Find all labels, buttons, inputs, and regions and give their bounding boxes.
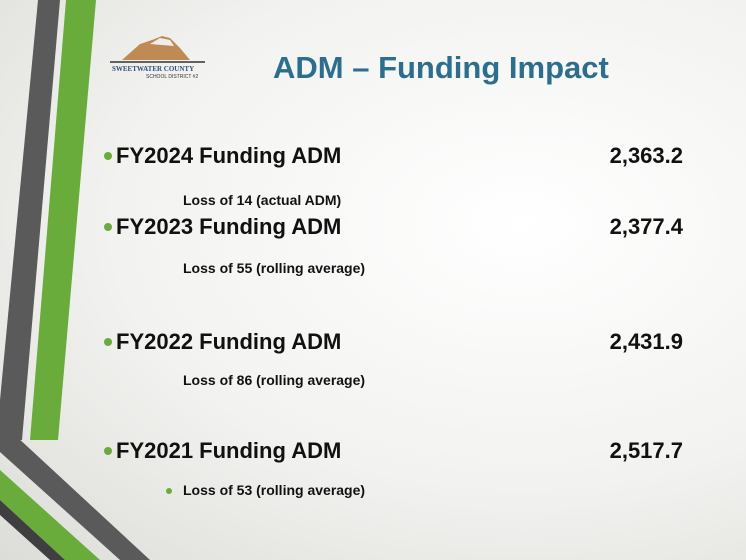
item-note: Loss of 14 (actual ADM) (183, 192, 342, 208)
item-note: Loss of 86 (rolling average) (183, 372, 366, 388)
logo-subname: SCHOOL DISTRICT #2 (146, 74, 199, 80)
item-value: 2,517.7 (609, 438, 683, 463)
item-label: FY2022 Funding ADM (116, 329, 342, 354)
logo-name: SWEETWATER COUNTY (112, 65, 195, 73)
stripe-gray-bottom (0, 500, 65, 560)
item-value: 2,363.2 (609, 143, 683, 168)
item-value: 2,377.4 (609, 214, 683, 239)
item-value: 2,431.9 (609, 329, 683, 354)
bullet (104, 338, 112, 346)
stripe-green (30, 0, 96, 440)
bullet (104, 223, 112, 231)
stripe-dark-bottom (0, 436, 150, 560)
item-note: Loss of 53 (rolling average) (183, 482, 366, 498)
item-label: FY2023 Funding ADM (116, 214, 342, 239)
logo-snow (150, 38, 174, 46)
logo-mountain (122, 36, 190, 60)
stripe-green-bottom (0, 470, 100, 560)
item-note: Loss of 55 (rolling average) (183, 260, 366, 276)
sub-bullet (166, 488, 172, 494)
slide-title: ADM – Funding Impact (273, 50, 609, 85)
stripe-dark (0, 0, 60, 440)
bullet (104, 447, 112, 455)
item-label: FY2021 Funding ADM (116, 438, 342, 463)
bullet (104, 152, 112, 160)
item-label: FY2024 Funding ADM (116, 143, 342, 168)
